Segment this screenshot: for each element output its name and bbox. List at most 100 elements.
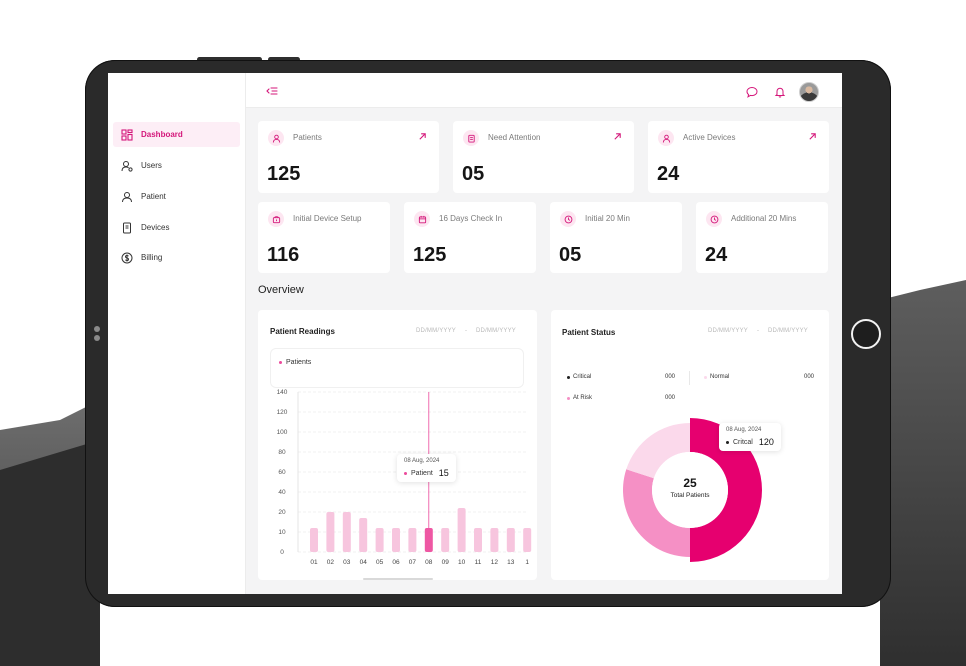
stat-card-initial-20-min[interactable]: Initial 20 Min 05 xyxy=(550,202,682,273)
stat-label: Patients xyxy=(293,133,322,142)
device-icon xyxy=(123,222,131,233)
x-tick-label: 11 xyxy=(475,559,482,566)
donut-center: 25 Total Patients xyxy=(650,476,730,499)
user-icon xyxy=(268,130,284,146)
bar xyxy=(523,528,532,552)
sidebar-item-dashboard[interactable]: Dashboard xyxy=(113,122,240,147)
date-to-field[interactable]: DD/MM/YYYY xyxy=(768,328,809,334)
legend-dot xyxy=(567,396,570,400)
stat-value: 05 xyxy=(462,163,485,185)
tablet-volume-button xyxy=(197,57,262,62)
stat-card-patients[interactable]: Patients 125 xyxy=(258,121,439,193)
bar xyxy=(359,518,368,552)
patient-readings-panel: Patient Readings DD/MM/YYYY - DD/MM/YYYY… xyxy=(258,310,537,580)
legend-label: Critical xyxy=(573,374,592,380)
dashboard-icon xyxy=(121,128,133,141)
donut-tooltip: 08 Aug, 2024 Critcal 120 xyxy=(719,423,781,451)
sidebar-item-label: Patient xyxy=(141,192,166,201)
stat-value: 125 xyxy=(413,244,447,266)
x-tick-label: 13 xyxy=(507,559,515,566)
stat-value: 125 xyxy=(267,163,301,185)
x-tick-label: 09 xyxy=(442,559,450,566)
stat-card-need-attention[interactable]: Need Attention 05 xyxy=(453,121,634,193)
y-tick-label: 10 xyxy=(278,529,286,536)
y-tick-label: 0 xyxy=(280,549,284,556)
stat-label: Active Devices xyxy=(683,133,736,142)
x-tick-label: 10 xyxy=(458,559,466,566)
tooltip-dot xyxy=(404,471,407,475)
tablet-power-button xyxy=(268,57,300,62)
tooltip-value: 120 xyxy=(758,437,774,447)
home-button[interactable] xyxy=(851,319,881,349)
y-tick-label: 20 xyxy=(278,509,286,516)
sidebar-item-users[interactable]: Users xyxy=(113,153,240,178)
bar xyxy=(424,528,433,552)
calendar-icon xyxy=(414,211,430,227)
menu-collapse-icon[interactable] xyxy=(266,85,278,97)
sidebar-item-label: Users xyxy=(141,161,162,170)
tooltip-dot xyxy=(726,440,729,444)
y-tick-label: 140 xyxy=(277,389,288,396)
y-tick-label: 120 xyxy=(277,409,288,416)
horizontal-scrollbar[interactable] xyxy=(363,578,433,580)
y-tick-label: 40 xyxy=(278,489,286,496)
sidebar-item-patient[interactable]: Patient xyxy=(113,184,240,209)
arrow-up-right-icon[interactable] xyxy=(418,132,427,141)
legend-dot xyxy=(279,361,282,364)
tooltip-name: Critcal xyxy=(733,438,753,446)
date-from-field[interactable]: DD/MM/YYYY xyxy=(708,328,749,334)
legend-label: At Risk xyxy=(573,395,593,401)
arrow-up-right-icon[interactable] xyxy=(613,132,622,141)
sidebar-item-label: Dashboard xyxy=(141,130,183,139)
patient-status-donut xyxy=(623,418,762,562)
y-tick-label: 80 xyxy=(278,449,286,456)
legend-divider xyxy=(689,371,690,385)
legend-dot xyxy=(704,375,707,379)
x-tick-label: 03 xyxy=(343,559,351,566)
tooltip-date: 08 Aug, 2024 xyxy=(404,458,440,464)
patient-status-panel: Patient Status DD/MM/YYYY - DD/MM/YYYY C… xyxy=(551,310,829,580)
stat-value: 116 xyxy=(267,244,300,266)
sidebar-item-devices[interactable]: Devices xyxy=(113,215,240,240)
bell-icon[interactable] xyxy=(774,86,786,98)
bar xyxy=(326,512,335,552)
stat-card-16-days-check-in[interactable]: 16 Days Check In 125 xyxy=(404,202,536,273)
x-tick-label: 05 xyxy=(376,559,384,566)
camera-dot xyxy=(94,326,100,332)
user-icon xyxy=(122,191,132,202)
date-from-field[interactable]: DD/MM/YYYY xyxy=(416,328,457,334)
total-patients-value: 25 xyxy=(683,476,697,490)
legend-value: 000 xyxy=(665,395,676,401)
y-tick-label: 100 xyxy=(277,429,288,436)
tooltip-name: Patient xyxy=(411,469,433,477)
chat-icon[interactable] xyxy=(746,86,758,98)
avatar[interactable] xyxy=(799,82,819,102)
panel-title: Patient Readings xyxy=(270,327,335,336)
top-bar xyxy=(246,73,842,108)
legend-value: 000 xyxy=(804,374,815,380)
stat-card-initial-device-setup[interactable]: Initial Device Setup 116 xyxy=(258,202,390,273)
bar xyxy=(457,508,466,552)
chart-tooltip: 08 Aug, 2024 Patient 15 xyxy=(397,454,456,482)
sidebar-item-billing[interactable]: Billing xyxy=(113,245,240,270)
x-tick-label: 06 xyxy=(392,559,400,566)
arrow-up-right-icon[interactable] xyxy=(808,132,817,141)
clipboard-icon xyxy=(463,130,479,146)
stat-card-active-devices[interactable]: Active Devices 24 xyxy=(648,121,829,193)
stat-card-additional-20-mins[interactable]: Additional 20 Mins 24 xyxy=(696,202,828,273)
x-tick-label: 12 xyxy=(491,559,499,566)
bar xyxy=(506,528,515,552)
bar xyxy=(474,528,482,552)
tooltip-date: 08 Aug, 2024 xyxy=(726,427,762,433)
x-tick-label: 07 xyxy=(409,559,417,566)
legend-label: Normal xyxy=(710,374,730,380)
legend-value: 000 xyxy=(665,374,676,380)
x-tick-label: 08 xyxy=(425,559,433,566)
stat-label: Initial Device Setup xyxy=(293,214,362,223)
legend-label: Patients xyxy=(286,359,312,366)
date-to-field[interactable]: DD/MM/YYYY xyxy=(476,328,517,334)
sidebar-item-label: Devices xyxy=(141,223,170,232)
app-screen: Dashboard Users Patient Devices Billing … xyxy=(108,73,842,594)
date-separator: - xyxy=(465,328,468,334)
